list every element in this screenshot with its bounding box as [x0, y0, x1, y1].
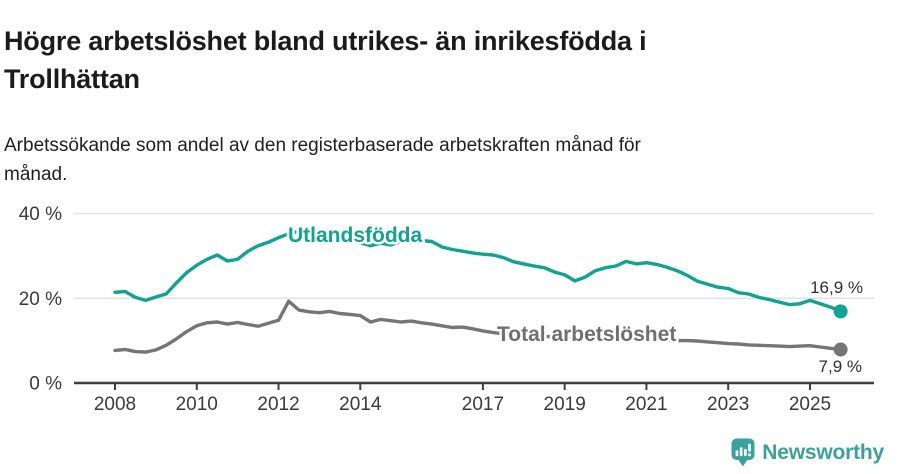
y-tick-label: 0 % — [29, 374, 62, 395]
gridlines — [74, 212, 874, 299]
series-end-dot-1 — [833, 342, 848, 357]
newsworthy-logo-icon — [731, 438, 755, 467]
x-tick-label: 2023 — [707, 394, 749, 415]
line-chart: 0 % 20 % 40 % 2008 2010 2012 2014 2017 2019 2021 2… — [0, 188, 900, 428]
newsworthy-brand: Newsworthy — [731, 438, 884, 467]
chart-canvas: 0 % 20 % 40 % 2008 2010 2012 2014 2017 2019 2021 2… — [19, 204, 874, 415]
y-tick-label: 40 % — [19, 204, 62, 225]
x-tick-label: 2008 — [94, 394, 136, 415]
series-line-0 — [113, 229, 843, 314]
x-tick-label: 2019 — [544, 394, 586, 415]
x-tick-label: 2012 — [257, 394, 299, 415]
newsworthy-wordmark: Newsworthy — [762, 440, 884, 464]
x-tick-label: 2010 — [176, 394, 218, 415]
end-value-label-total: 7,9 % — [819, 357, 862, 376]
x-tick-label: 2021 — [625, 394, 667, 415]
y-tick-label: 20 % — [19, 289, 62, 310]
x-tick-label: 2017 — [462, 394, 504, 415]
series-label-utlandsfodda: Utlandsfödda — [288, 224, 422, 247]
x-tick-label: 2014 — [339, 394, 382, 415]
series-lines — [113, 229, 848, 357]
x-tick-label: 2025 — [789, 394, 831, 415]
series-label-total-arbetsloshet: Total arbetslöshet — [497, 323, 676, 346]
end-value-label-utlandsfodda: 16,9 % — [810, 278, 863, 297]
chart-subtitle: Arbetssökande som andel av den registerb… — [4, 135, 641, 186]
series-end-dot-0 — [833, 304, 848, 319]
page-title: Högre arbetslöshet bland utrikes- än inr… — [4, 26, 647, 95]
series-line-1 — [113, 299, 843, 354]
axes: 0 % 20 % 40 % 2008 2010 2012 2014 2017 2019 2021 2… — [19, 204, 874, 415]
